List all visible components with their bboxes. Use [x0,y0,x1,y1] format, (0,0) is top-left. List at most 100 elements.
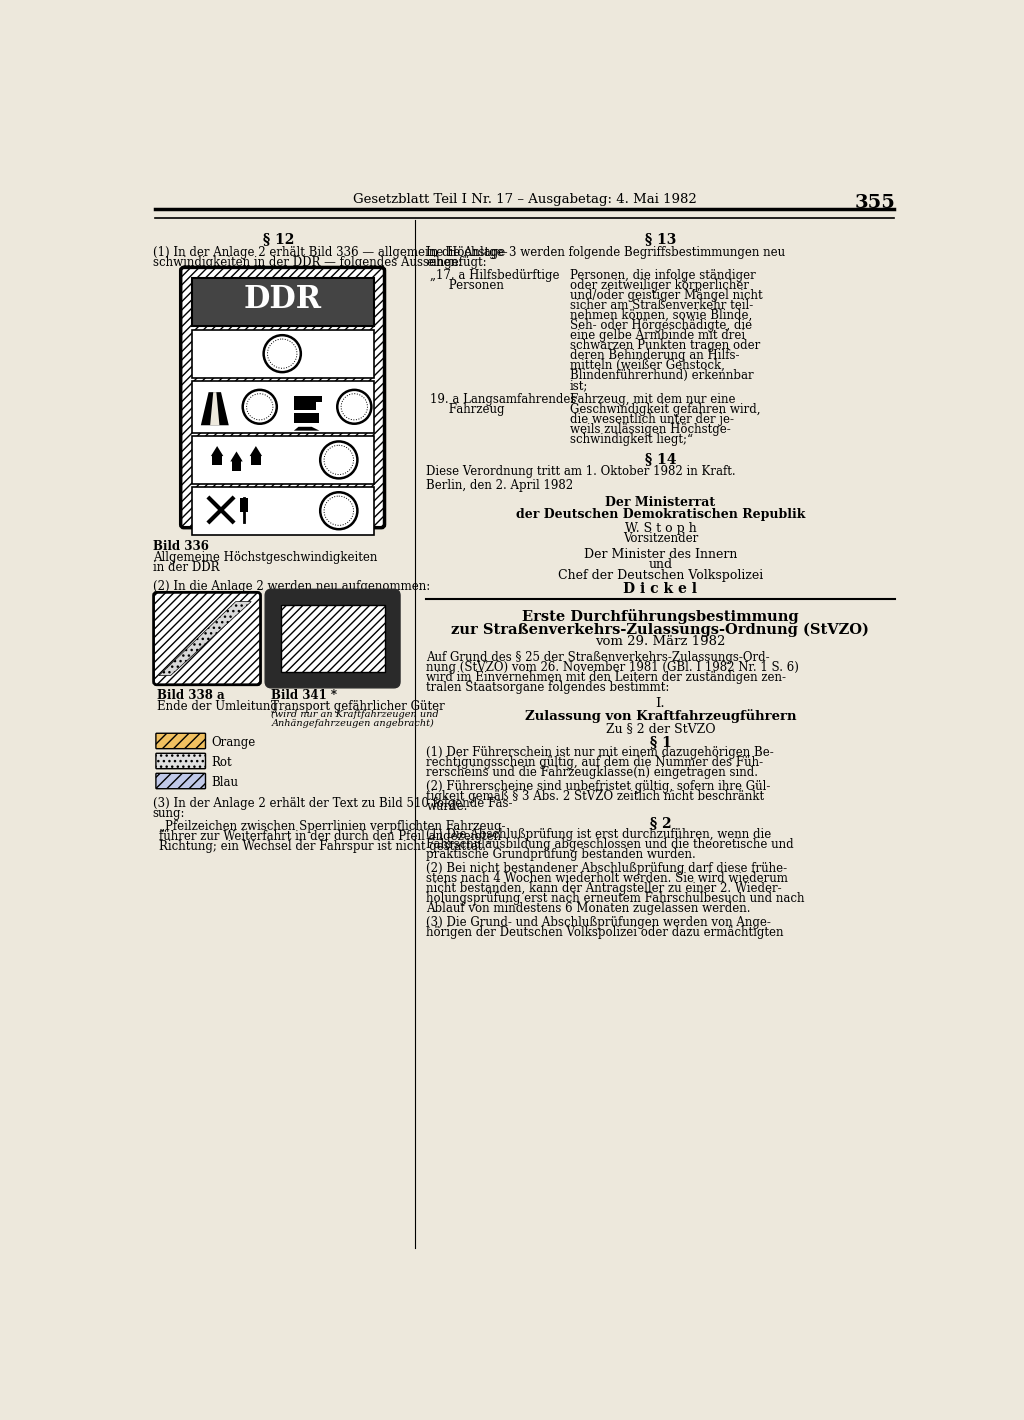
Text: führer zur Weiterfahrt in der durch den Pfeil angezeigten: führer zur Weiterfahrt in der durch den … [159,831,501,843]
Circle shape [321,442,357,479]
Text: tralen Staatsorgane folgendes bestimmt:: tralen Staatsorgane folgendes bestimmt: [426,682,670,694]
Text: vom 29. März 1982: vom 29. März 1982 [595,636,726,649]
Bar [191,487,374,534]
Text: wurde.: wurde. [426,801,468,814]
Circle shape [337,391,372,423]
Text: Bild 341 *: Bild 341 * [271,689,337,703]
Text: Gesetzblatt Teil I Nr. 17 – Ausgabetag: 4. Mai 1982: Gesetzblatt Teil I Nr. 17 – Ausgabetag: … [353,193,696,206]
Text: 50: 50 [329,453,349,467]
FancyBboxPatch shape [265,589,400,687]
Text: sung:: sung: [153,807,185,821]
Text: „17. a Hilfsbedürftige: „17. a Hilfsbedürftige [430,268,560,283]
Text: Erste Durchführungsbestimmung: Erste Durchführungsbestimmung [522,609,799,625]
Circle shape [321,493,357,530]
Text: In die Anlage 3 werden folgende Begriffsbestimmungen neu: In die Anlage 3 werden folgende Begriffs… [426,246,785,258]
Text: die wesentlich unter der je-: die wesentlich unter der je- [569,413,734,426]
Text: Richtung; ein Wechsel der Fahrspur ist nicht gestattet.“: Richtung; ein Wechsel der Fahrspur ist n… [159,841,492,853]
Text: eingefügt:: eingefügt: [426,256,487,268]
Polygon shape [294,413,319,423]
Text: Zulassung von Kraftfahrzeugführern: Zulassung von Kraftfahrzeugführern [524,709,797,723]
Text: DDR: DDR [243,284,322,315]
Text: Der Ministerrat: Der Ministerrat [605,496,716,510]
Text: Rot: Rot [211,755,231,768]
Text: Fahrschulausbildung abgeschlossen und die theoretische und: Fahrschulausbildung abgeschlossen und di… [426,838,794,851]
Text: Allgemeine Höchstgeschwindigkeiten: Allgemeine Höchstgeschwindigkeiten [153,551,377,564]
Text: Fahrzeug: Fahrzeug [430,403,505,416]
Text: und: und [648,558,673,571]
Text: Ende der Umleitung: Ende der Umleitung [157,700,278,713]
Text: der Deutschen Demokratischen Republik: der Deutschen Demokratischen Republik [516,508,805,521]
Polygon shape [294,425,319,430]
Text: W. S t o p h: W. S t o p h [625,521,696,534]
Text: Bild 338 a: Bild 338 a [157,689,224,703]
Text: Zu § 2 der StVZO: Zu § 2 der StVZO [605,723,715,736]
Text: holungsprüfung erst nach erneutem Fahrschulbesuch und nach: holungsprüfung erst nach erneutem Fahrsc… [426,892,805,905]
Bar [191,329,374,378]
Text: nicht bestanden, kann der Antragsteller zu einer 2. Wieder-: nicht bestanden, kann der Antragsteller … [426,882,782,895]
Text: Transport gefährlicher Güter: Transport gefährlicher Güter [271,700,445,713]
Text: 80: 80 [271,346,293,361]
Bar [191,381,374,433]
Text: § 1: § 1 [649,734,672,748]
Circle shape [263,335,301,372]
Text: 50: 50 [329,504,349,518]
Bar [231,462,241,470]
Text: eine gelbe Armbinde mit drei: eine gelbe Armbinde mit drei [569,329,744,342]
Text: (1) Die Abschlußprüfung ist erst durchzuführen, wenn die: (1) Die Abschlußprüfung ist erst durchzu… [426,828,772,841]
Text: tigkeit gemäß § 3 Abs. 2 StVZO zeitlich nicht beschränkt: tigkeit gemäß § 3 Abs. 2 StVZO zeitlich … [426,791,765,804]
Text: ist;: ist; [569,379,588,392]
FancyBboxPatch shape [156,753,206,768]
Text: (wird nur an Kraftfahrzeugen und: (wird nur an Kraftfahrzeugen und [271,710,439,720]
Polygon shape [230,452,243,462]
Text: deren Behinderung an Hilfs-: deren Behinderung an Hilfs- [569,349,739,362]
Text: Blindenführerhund) erkennbar: Blindenführerhund) erkennbar [569,369,754,382]
Text: Personen: Personen [430,278,504,293]
Text: Geschwindigkeit gefahren wird,: Geschwindigkeit gefahren wird, [569,403,760,416]
Text: und/oder geistiger Mängel nicht: und/oder geistiger Mängel nicht [569,290,763,302]
Text: Berlin, den 2. April 1982: Berlin, den 2. April 1982 [426,479,573,493]
Polygon shape [294,396,322,410]
Text: schwarzen Punkten tragen oder: schwarzen Punkten tragen oder [569,339,760,352]
Text: praktische Grundprüfung bestanden wurden.: praktische Grundprüfung bestanden wurden… [426,848,696,861]
FancyBboxPatch shape [180,267,385,528]
Text: (2) Bei nicht bestandener Abschlußprüfung darf diese frühe-: (2) Bei nicht bestandener Abschlußprüfun… [426,862,787,875]
Text: (3) Die Grund- und Abschlußprüfungen werden von Ange-: (3) Die Grund- und Abschlußprüfungen wer… [426,916,771,929]
Text: nehmen können, sowie Blinde,: nehmen können, sowie Blinde, [569,310,752,322]
Polygon shape [201,392,228,425]
Text: Bild 336: Bild 336 [153,540,209,552]
Text: 100: 100 [247,400,272,413]
Text: (1) Der Führerschein ist nur mit einem dazugehörigen Be-: (1) Der Führerschein ist nur mit einem d… [426,747,774,760]
FancyBboxPatch shape [156,733,206,748]
Text: (3) In der Anlage 2 erhält der Text zu Bild 510 folgende Fas-: (3) In der Anlage 2 erhält der Text zu B… [153,797,512,811]
Text: (2) In die Anlage 2 werden neu aufgenommen:: (2) In die Anlage 2 werden neu aufgenomm… [153,579,430,594]
Bar [251,456,260,466]
Text: rerscheins und die Fahrzeugklasse(n) eingetragen sind.: rerscheins und die Fahrzeugklasse(n) ein… [426,767,759,780]
Text: Fahrzeug, mit dem nur eine: Fahrzeug, mit dem nur eine [569,393,735,406]
Text: sicher am Straßenverkehr teil-: sicher am Straßenverkehr teil- [569,300,753,312]
Text: wird im Einvernehmen mit den Leitern der zuständigen zen-: wird im Einvernehmen mit den Leitern der… [426,670,786,684]
Text: schwindigkeiten in der DDR — folgendes Aussehen:: schwindigkeiten in der DDR — folgendes A… [153,256,462,268]
FancyBboxPatch shape [154,592,260,684]
Text: Personen, die infolge ständiger: Personen, die infolge ständiger [569,268,756,283]
Circle shape [243,391,276,423]
Text: mitteln (weißer Gehstock,: mitteln (weißer Gehstock, [569,359,725,372]
Text: § 13: § 13 [645,231,676,246]
Text: § 2: § 2 [649,816,672,831]
Text: Anhängefahrzeugen angebracht): Anhängefahrzeugen angebracht) [271,719,434,728]
Text: „Pfeilzeichen zwischen Sperrlinien verpflichten Fahrzeug-: „Pfeilzeichen zwischen Sperrlinien verpf… [159,821,506,834]
Text: oder zeitweiliger körperlicher: oder zeitweiliger körperlicher [569,278,749,293]
Polygon shape [250,446,262,456]
Text: Seh- oder Hörgeschädigte, die: Seh- oder Hörgeschädigte, die [569,320,752,332]
Polygon shape [211,446,223,456]
Text: zur Straßenverkehrs-Zulassungs-Ordnung (StVZO): zur Straßenverkehrs-Zulassungs-Ordnung (… [452,622,869,636]
Text: Orange: Orange [211,736,255,748]
Bar [281,605,385,673]
Text: Ablauf von mindestens 6 Monaten zugelassen werden.: Ablauf von mindestens 6 Monaten zugelass… [426,902,751,914]
Text: 80: 80 [345,400,364,413]
Text: I.: I. [655,697,666,710]
Bar [191,436,374,484]
Text: § 14: § 14 [645,452,676,466]
Text: 19. a Langsamfahrendes: 19. a Langsamfahrendes [430,393,577,406]
Text: Auf Grund des § 25 der Straßenverkehrs-Zulassungs-Ord-: Auf Grund des § 25 der Straßenverkehrs-Z… [426,650,770,665]
Text: Diese Verordnung tritt am 1. Oktober 1982 in Kraft.: Diese Verordnung tritt am 1. Oktober 198… [426,466,736,479]
